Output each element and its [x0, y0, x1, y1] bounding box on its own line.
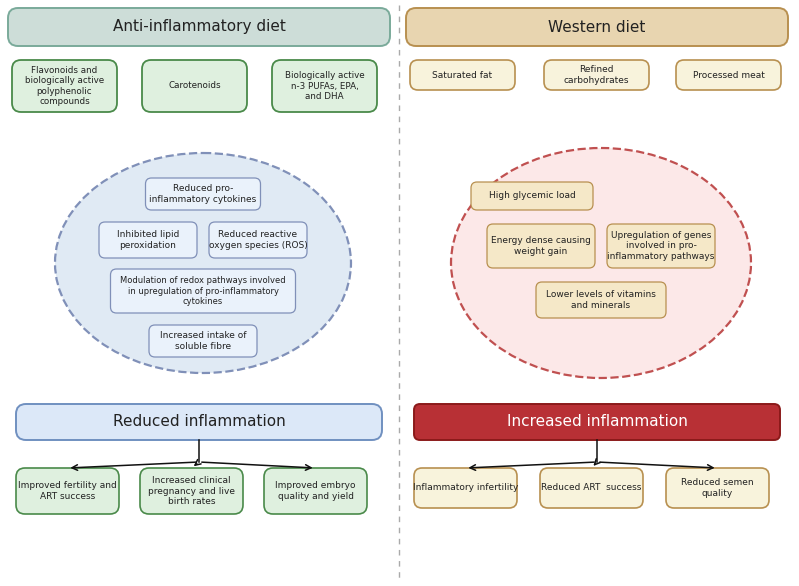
Text: Increased intake of
soluble fibre: Increased intake of soluble fibre — [160, 331, 246, 350]
Text: Increased clinical
pregnancy and live
birth rates: Increased clinical pregnancy and live bi… — [148, 476, 235, 506]
Text: Anti-inflammatory diet: Anti-inflammatory diet — [113, 19, 285, 35]
Text: Processed meat: Processed meat — [693, 70, 765, 80]
FancyBboxPatch shape — [149, 325, 257, 357]
Text: Reduced reactive
oxygen species (ROS): Reduced reactive oxygen species (ROS) — [209, 230, 308, 250]
Text: Saturated fat: Saturated fat — [432, 70, 492, 80]
Text: High glycemic load: High glycemic load — [489, 192, 575, 200]
Text: Improved fertility and
ART success: Improved fertility and ART success — [18, 481, 117, 500]
FancyBboxPatch shape — [16, 404, 382, 440]
Text: Biologically active
n-3 PUFAs, EPA,
and DHA: Biologically active n-3 PUFAs, EPA, and … — [284, 71, 364, 101]
FancyBboxPatch shape — [487, 224, 595, 268]
FancyBboxPatch shape — [536, 282, 666, 318]
Ellipse shape — [451, 148, 751, 378]
Text: Flavonoids and
biologically active
polyphenolic
compounds: Flavonoids and biologically active polyp… — [25, 66, 104, 106]
Text: Lower levels of vitamins
and minerals: Lower levels of vitamins and minerals — [546, 290, 656, 309]
FancyBboxPatch shape — [676, 60, 781, 90]
Text: Western diet: Western diet — [548, 19, 646, 35]
FancyBboxPatch shape — [544, 60, 649, 90]
FancyBboxPatch shape — [145, 178, 260, 210]
Text: Reduced semen
quality: Reduced semen quality — [682, 478, 753, 498]
Text: Inhibited lipid
peroxidation: Inhibited lipid peroxidation — [117, 230, 179, 250]
FancyBboxPatch shape — [209, 222, 307, 258]
Text: Reduced inflammation: Reduced inflammation — [113, 414, 285, 430]
FancyBboxPatch shape — [607, 224, 715, 268]
Ellipse shape — [55, 153, 351, 373]
FancyBboxPatch shape — [140, 468, 243, 514]
Text: Carotenoids: Carotenoids — [168, 81, 221, 90]
FancyBboxPatch shape — [16, 468, 119, 514]
FancyBboxPatch shape — [142, 60, 247, 112]
FancyBboxPatch shape — [99, 222, 197, 258]
FancyBboxPatch shape — [666, 468, 769, 508]
FancyBboxPatch shape — [272, 60, 377, 112]
Text: Upregulation of genes
involved in pro-
inflammatory pathways: Upregulation of genes involved in pro- i… — [607, 231, 714, 261]
FancyBboxPatch shape — [540, 468, 643, 508]
FancyBboxPatch shape — [12, 60, 117, 112]
Text: Energy dense causing
weight gain: Energy dense causing weight gain — [491, 236, 591, 255]
Text: Improved embryo
quality and yield: Improved embryo quality and yield — [275, 481, 356, 500]
Text: Reduced pro-
inflammatory cytokines: Reduced pro- inflammatory cytokines — [149, 185, 256, 204]
Text: Modulation of redox pathways involved
in upregulation of pro-inflammatory
cytoki: Modulation of redox pathways involved in… — [120, 276, 286, 306]
Text: Reduced ART  success: Reduced ART success — [541, 483, 642, 492]
Text: Refined
carbohydrates: Refined carbohydrates — [564, 65, 630, 85]
FancyBboxPatch shape — [414, 468, 517, 508]
FancyBboxPatch shape — [414, 404, 780, 440]
FancyBboxPatch shape — [110, 269, 296, 313]
FancyBboxPatch shape — [8, 8, 390, 46]
Text: Inflammatory infertility: Inflammatory infertility — [413, 483, 519, 492]
FancyBboxPatch shape — [406, 8, 788, 46]
Text: Increased inflammation: Increased inflammation — [507, 414, 687, 430]
FancyBboxPatch shape — [264, 468, 367, 514]
FancyBboxPatch shape — [471, 182, 593, 210]
FancyBboxPatch shape — [410, 60, 515, 90]
